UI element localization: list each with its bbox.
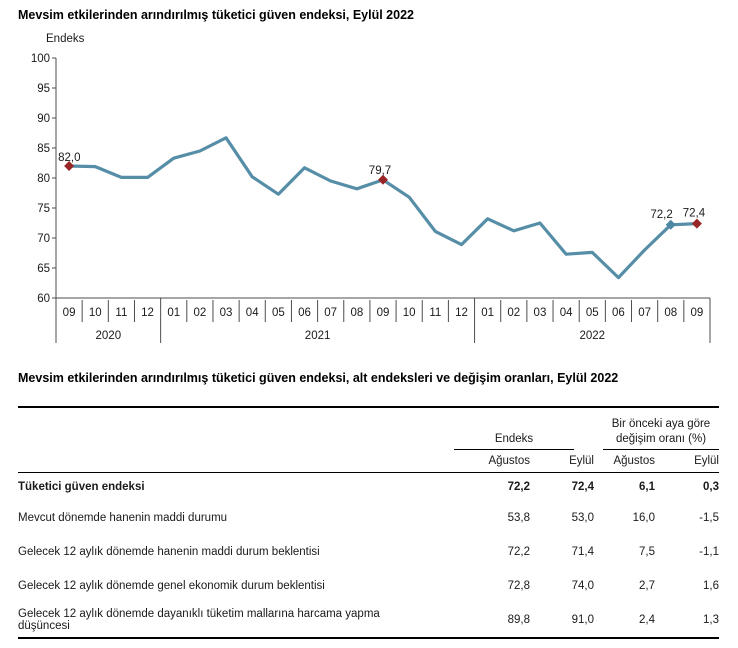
cell-value: -1,1 <box>699 546 719 558</box>
table-title: Mevsim etkilerinden arındırılmış tüketic… <box>18 371 619 385</box>
y-tick-label: 95 <box>37 83 50 95</box>
year-label: 2020 <box>96 330 122 342</box>
month-label: 08 <box>664 307 677 319</box>
cell-value: 53,0 <box>571 512 594 524</box>
cell-value: -1,5 <box>699 512 719 524</box>
cell-value: 2,7 <box>639 580 655 592</box>
table-group-header-row: Endeks Bir önceki aya göre değişim oranı… <box>18 408 719 450</box>
y-axis-title: Endeks <box>46 33 85 45</box>
cell-value: 89,8 <box>507 614 530 626</box>
consumer-confidence-chart: Endeks 60 65 70 75 80 85 90 95 100 09 10 11 12 01 02 03 0… <box>31 33 711 343</box>
index-table-section: Mevsim etkilerinden arındırılmış tüketic… <box>18 371 719 639</box>
data-point-label: 79,7 <box>369 165 391 177</box>
cell-value: 72,8 <box>507 580 530 592</box>
data-point-label: 72,2 <box>650 209 672 221</box>
month-label: 10 <box>89 307 102 319</box>
month-label: 10 <box>403 307 416 319</box>
month-label: 07 <box>638 307 651 319</box>
row-label: Gelecek 12 aylık dönemde hanenin maddi d… <box>18 546 320 558</box>
table-row: Gelecek 12 aylık dönemde hanenin maddi d… <box>18 535 719 569</box>
row-label: Mevcut dönemde hanenin maddi durumu <box>18 512 228 524</box>
month-label: 04 <box>560 307 573 319</box>
data-point-marker <box>64 161 75 171</box>
month-label: 09 <box>377 307 390 319</box>
month-label: 02 <box>193 307 206 319</box>
cell-value: 1,6 <box>703 580 719 592</box>
data-point-label: 82,0 <box>58 152 80 164</box>
cell-value: 72,2 <box>507 546 530 558</box>
data-point-marker <box>665 219 676 230</box>
y-tick-label: 80 <box>37 173 50 185</box>
table-subheader-row: Ağustos Eylül Ağustos Eylül <box>18 450 719 473</box>
month-label: 11 <box>115 307 127 319</box>
cell-value: 71,4 <box>571 546 594 558</box>
cell-value: 1,3 <box>703 614 719 626</box>
group-header-change: Bir önceki aya göre değişim oranı (%) <box>603 417 719 450</box>
month-label: 02 <box>507 307 520 319</box>
table-row: Gelecek 12 aylık dönemde dayanıklı tüket… <box>18 603 719 637</box>
chart-title: Mevsim etkilerinden arındırılmış tüketic… <box>18 8 414 22</box>
month-label: 08 <box>350 307 363 319</box>
month-label: 12 <box>141 307 154 319</box>
month-label: 03 <box>534 307 547 319</box>
cell-value: 2,4 <box>639 614 655 626</box>
month-label: 11 <box>429 307 441 319</box>
row-label: Gelecek 12 aylık dönemde dayanıklı tüket… <box>18 608 380 632</box>
table-row: Tüketici güven endeksi 72,2 72,4 6,1 0,3 <box>18 473 719 501</box>
month-label: 03 <box>220 307 233 319</box>
month-label: 01 <box>167 307 180 319</box>
data-point-marker <box>378 174 388 185</box>
month-label: 05 <box>272 307 285 319</box>
year-label: 2022 <box>579 330 605 342</box>
table-row: Mevcut dönemde hanenin maddi durumu 53,8 5… <box>18 501 719 535</box>
y-tick-label: 60 <box>37 293 50 305</box>
month-label: 12 <box>455 307 468 319</box>
cell-value: 72,2 <box>507 481 530 493</box>
data-point-marker <box>691 218 702 229</box>
cell-value: 0,3 <box>703 481 719 493</box>
cell-value: 74,0 <box>571 580 594 592</box>
confidence-index-line <box>67 136 699 280</box>
data-point-label: 72,4 <box>683 208 706 220</box>
y-tick-label: 70 <box>37 233 50 245</box>
cell-value: 16,0 <box>632 512 655 524</box>
subheader-agustos-endeks: Ağustos <box>488 455 530 467</box>
month-label: 09 <box>691 307 704 319</box>
subheader-eylul-change: Eylül <box>694 455 719 467</box>
table-body: Tüketici güven endeksi 72,2 72,4 6,1 0,3 Mevc… <box>18 473 719 637</box>
month-label: 05 <box>586 307 599 319</box>
cell-value: 53,8 <box>507 512 530 524</box>
y-tick-label: 65 <box>37 263 50 275</box>
row-label: Gelecek 12 aylık dönemde genel ekonomik … <box>18 580 325 592</box>
subheader-agustos-change: Ağustos <box>613 455 655 467</box>
cell-value: 72,4 <box>571 481 594 493</box>
y-tick-label: 75 <box>37 203 50 215</box>
cell-value: 7,5 <box>639 546 655 558</box>
y-tick-label: 90 <box>37 113 50 125</box>
month-label: 01 <box>481 307 494 319</box>
index-table: Endeks Bir önceki aya göre değişim oranı… <box>18 406 719 639</box>
month-label: 07 <box>324 307 337 319</box>
cell-value: 91,0 <box>571 614 594 626</box>
row-label: Tüketici güven endeksi <box>18 481 145 493</box>
year-label: 2021 <box>305 330 331 342</box>
y-tick-label: 100 <box>31 53 50 65</box>
subheader-eylul-endeks: Eylül <box>569 455 594 467</box>
month-label: 04 <box>246 307 259 319</box>
month-label: 06 <box>298 307 311 319</box>
group-header-endeks: Endeks <box>454 432 574 450</box>
month-label: 06 <box>612 307 625 319</box>
table-row: Gelecek 12 aylık dönemde genel ekonomik … <box>18 569 719 603</box>
y-tick-label: 85 <box>37 143 50 155</box>
month-label: 09 <box>63 307 76 319</box>
cell-value: 6,1 <box>639 481 655 493</box>
